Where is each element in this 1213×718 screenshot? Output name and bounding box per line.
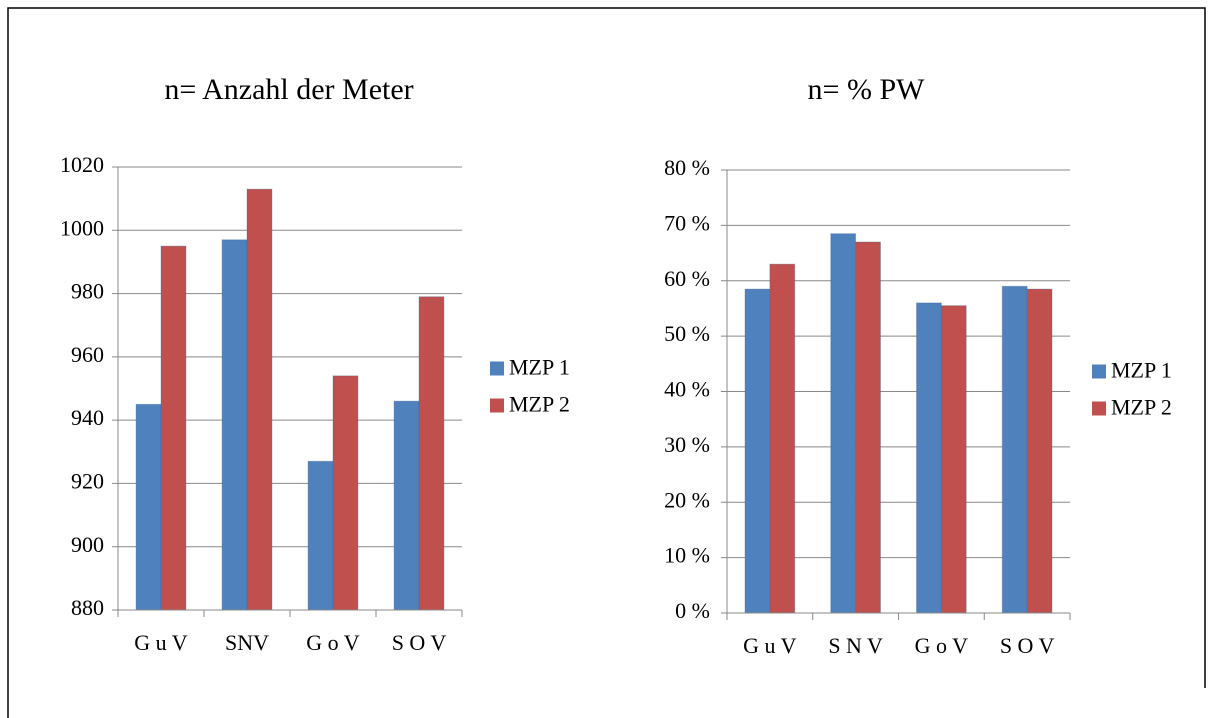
- legend-label: MZP 2: [1111, 395, 1172, 420]
- bar: [940, 305, 967, 614]
- legend-swatch: [490, 361, 504, 376]
- x-tick-label: S O V: [392, 630, 447, 655]
- bar: [1001, 285, 1028, 614]
- chart-title: n= % PW: [808, 73, 926, 106]
- y-tick-label: 880: [71, 595, 104, 620]
- y-tick-label: 1000: [60, 215, 104, 240]
- bar: [332, 375, 359, 611]
- bar: [1026, 288, 1053, 614]
- bar: [221, 239, 248, 611]
- x-tick-label: G u V: [743, 633, 796, 658]
- y-tick-label: 1020: [60, 152, 104, 177]
- bar: [855, 241, 881, 614]
- y-tick-label: 980: [71, 279, 104, 304]
- bar: [830, 233, 857, 614]
- bar: [916, 302, 942, 614]
- legend-label: MZP 1: [1111, 358, 1172, 383]
- y-tick-label: 50 %: [664, 321, 710, 346]
- x-tick-label: S N V: [828, 633, 883, 658]
- bar: [135, 403, 162, 611]
- bar: [160, 245, 187, 611]
- y-tick-label: 60 %: [664, 266, 710, 291]
- bar: [744, 288, 771, 614]
- bar: [769, 263, 796, 614]
- y-tick-label: 960: [71, 342, 104, 367]
- y-tick-label: 900: [71, 532, 104, 557]
- y-tick-label: 940: [71, 405, 104, 430]
- x-tick-label: G o V: [915, 633, 968, 658]
- y-tick-label: 40 %: [664, 377, 710, 402]
- legend-swatch: [1092, 401, 1106, 416]
- bar: [246, 188, 273, 611]
- y-tick-label: 10 %: [664, 543, 710, 568]
- chart-title: n= Anzahl der Meter: [164, 73, 413, 106]
- y-tick-label: 20 %: [664, 487, 710, 512]
- y-tick-label: 0 %: [675, 598, 710, 623]
- bar: [307, 460, 334, 611]
- legend-swatch: [1092, 364, 1106, 379]
- x-tick-label: G o V: [306, 630, 359, 655]
- y-tick-label: 30 %: [664, 432, 710, 457]
- y-tick-label: 70 %: [664, 210, 710, 235]
- x-tick-label: SNV: [225, 630, 269, 655]
- legend-label: MZP 2: [509, 392, 570, 417]
- legend-swatch: [490, 398, 504, 413]
- bar: [418, 296, 445, 611]
- frame-border: [7, 7, 1206, 718]
- x-tick-label: S O V: [1000, 633, 1055, 658]
- x-tick-label: G u V: [134, 630, 187, 655]
- y-tick-label: 920: [71, 468, 104, 493]
- bar: [393, 400, 420, 611]
- legend-label: MZP 1: [509, 355, 570, 380]
- y-tick-label: 80 %: [664, 155, 710, 180]
